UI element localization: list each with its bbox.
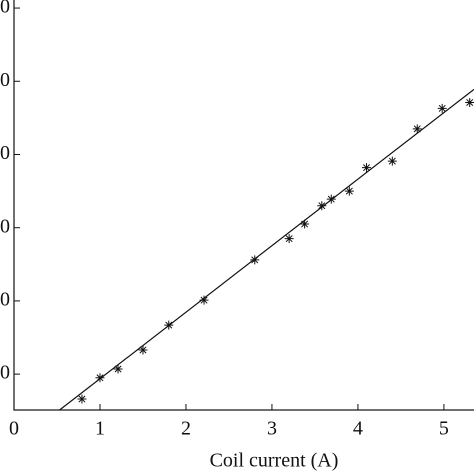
data-point	[77, 394, 87, 404]
data-point	[284, 234, 294, 244]
plot-frame	[13, 0, 474, 411]
data-point	[113, 364, 123, 374]
data-point	[317, 201, 327, 211]
data-point	[138, 345, 148, 355]
y-tick-label: 0	[0, 215, 10, 237]
data-point	[465, 98, 474, 107]
x-axis-label: Coil current (A)	[210, 450, 339, 472]
data-point	[344, 186, 354, 196]
data-point	[250, 255, 260, 265]
x-tick-label: 1	[95, 418, 105, 440]
data-point	[95, 373, 105, 383]
y-tick-label: 0	[0, 69, 10, 91]
data-point	[437, 103, 447, 113]
y-tick-label: 0	[0, 362, 10, 384]
data-point	[199, 295, 209, 305]
x-tick-label: 4	[353, 418, 363, 440]
data-point	[387, 156, 397, 166]
x-tick-label: 0	[9, 418, 19, 440]
y-tick-label: 0	[0, 0, 10, 18]
x-tick-label: 5	[439, 418, 449, 440]
x-tick-label: 2	[181, 418, 191, 440]
data-point	[362, 163, 372, 173]
fit-line	[59, 88, 474, 411]
y-tick-label: 0	[0, 142, 10, 164]
data-point	[300, 219, 310, 229]
data-point	[412, 124, 422, 134]
x-tick-label: 3	[267, 418, 277, 440]
y-tick-label: 0	[0, 289, 10, 311]
